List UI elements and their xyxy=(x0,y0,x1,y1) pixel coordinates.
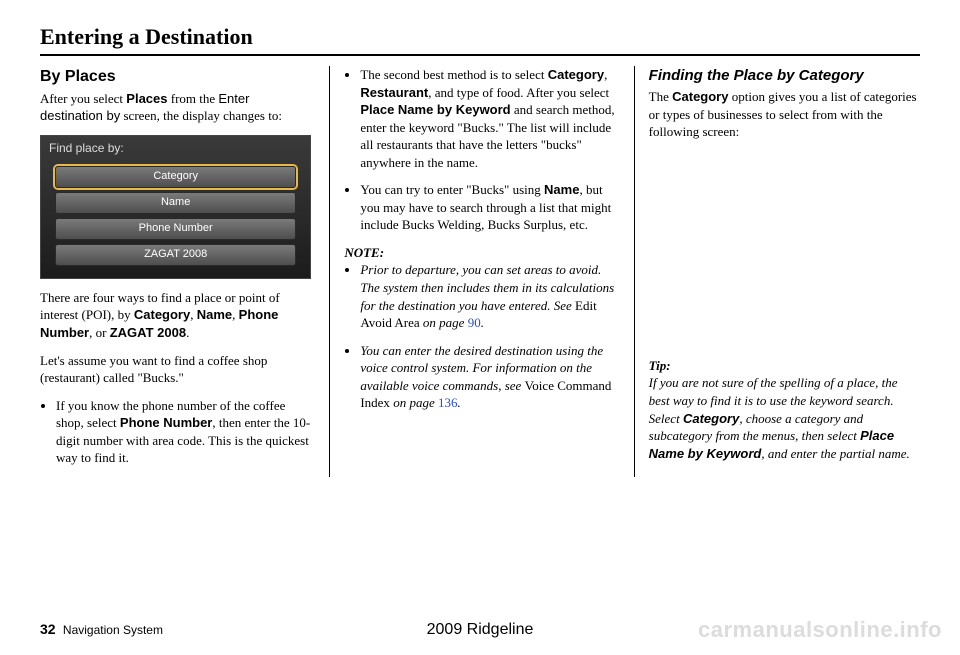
section-name: Navigation System xyxy=(63,623,163,637)
category-paragraph: The Category option gives you a list of … xyxy=(649,88,920,141)
text: The second best method is to select xyxy=(360,67,547,82)
by-places-heading: By Places xyxy=(40,66,311,88)
phone-number-bold: Phone Number xyxy=(120,415,212,430)
category-screen-placeholder xyxy=(649,151,920,271)
text: from the xyxy=(167,91,218,106)
four-ways-paragraph: There are four ways to find a place or p… xyxy=(40,289,311,342)
nav-button-name: Name xyxy=(55,192,296,214)
category-bold: Category xyxy=(672,89,728,104)
watermark: carmanualsonline.info xyxy=(698,617,942,643)
find-place-header: Find place by: xyxy=(41,136,310,162)
text: . xyxy=(481,315,484,330)
text: , and enter the partial name. xyxy=(761,446,909,461)
text: , or xyxy=(89,325,110,340)
zagat-bold: ZAGAT 2008 xyxy=(110,325,186,340)
vehicle-name: 2009 Ridgeline xyxy=(427,621,534,639)
list-item: If you know the phone number of the coff… xyxy=(56,397,311,467)
column-2: The second best method is to select Cate… xyxy=(329,66,615,477)
page-link-136[interactable]: 136 xyxy=(438,395,458,410)
note-list: Prior to departure, you can set areas to… xyxy=(344,261,615,411)
list-item: The second best method is to select Cate… xyxy=(360,66,615,171)
bullet-list: The second best method is to select Cate… xyxy=(344,66,615,234)
text: After you select xyxy=(40,91,126,106)
note-heading: NOTE: xyxy=(344,244,615,262)
find-place-screenshot: Find place by: Category Name Phone Numbe… xyxy=(40,135,311,279)
bucks-paragraph: Let's assume you want to find a coffee s… xyxy=(40,352,311,387)
intro-paragraph: After you select Places from the Enter d… xyxy=(40,90,311,125)
name-bold: Name xyxy=(197,307,232,322)
tip-body: If you are not sure of the spelling of a… xyxy=(649,374,920,462)
text: on page xyxy=(420,315,468,330)
footer-left: 32 Navigation System xyxy=(40,621,163,637)
places-bold: Places xyxy=(126,91,167,106)
name-bold: Name xyxy=(544,182,579,197)
place-name-keyword-bold: Place Name by Keyword xyxy=(360,102,510,117)
list-item: You can enter the desired destination us… xyxy=(360,342,615,412)
tip-heading: Tip: xyxy=(649,357,920,375)
text: screen, the display changes to: xyxy=(120,108,282,123)
restaurant-bold: Restaurant xyxy=(360,85,428,100)
category-bold: Category xyxy=(683,411,739,426)
nav-button-zagat: ZAGAT 2008 xyxy=(55,244,296,266)
page-title: Entering a Destination xyxy=(40,24,920,56)
page-link-90[interactable]: 90 xyxy=(468,315,481,330)
spacer xyxy=(649,281,920,351)
category-bold: Category xyxy=(134,307,190,322)
nav-button-category: Category xyxy=(55,166,296,188)
text: , xyxy=(604,67,607,82)
bullet-list: If you know the phone number of the coff… xyxy=(40,397,311,467)
list-item: Prior to departure, you can set areas to… xyxy=(360,261,615,331)
content-columns: By Places After you select Places from t… xyxy=(40,66,920,477)
text: on page xyxy=(390,395,438,410)
nav-button-phone: Phone Number xyxy=(55,218,296,240)
text: You can try to enter "Bucks" using xyxy=(360,182,544,197)
column-1: By Places After you select Places from t… xyxy=(40,66,311,477)
list-item: You can try to enter "Bucks" using Name,… xyxy=(360,181,615,234)
category-bold: Category xyxy=(548,67,604,82)
text: , and type of food. After you select xyxy=(428,85,609,100)
text: . xyxy=(457,395,460,410)
text: The xyxy=(649,89,672,104)
text: . xyxy=(186,325,189,340)
page-number: 32 xyxy=(40,621,56,637)
finding-place-category-heading: Finding the Place by Category xyxy=(649,66,920,86)
column-3: Finding the Place by Category The Catego… xyxy=(634,66,920,477)
